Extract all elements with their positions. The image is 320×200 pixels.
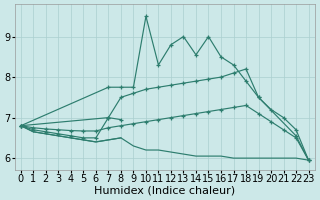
X-axis label: Humidex (Indice chaleur): Humidex (Indice chaleur): [94, 186, 235, 196]
